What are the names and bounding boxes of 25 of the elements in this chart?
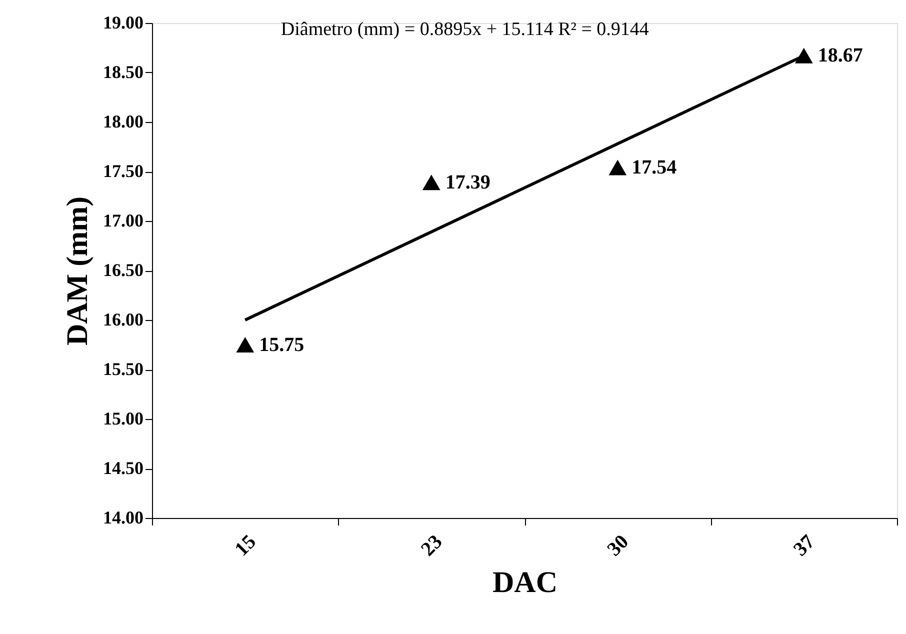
- y-tick-label: 17.50: [103, 161, 144, 181]
- data-label: 17.39: [445, 171, 490, 194]
- point: [608, 160, 627, 176]
- x-tick-label: 23: [417, 530, 447, 560]
- y-tick-label: 18.50: [103, 62, 144, 82]
- x-tick-label: 15: [230, 530, 260, 560]
- y-tick-label: 15.00: [103, 408, 144, 428]
- y-tick-label: 16.00: [103, 310, 144, 330]
- x-axis-title: DAC: [492, 566, 558, 599]
- y-axis-title: DAM (mm): [61, 196, 94, 346]
- y-tick-label: 14.50: [103, 458, 144, 478]
- y-tick-label: 18.00: [103, 112, 144, 132]
- y-tick-label: 17.00: [103, 210, 144, 230]
- annotation: Diâmetro (mm) = 0.8895x + 15.114 R² = 0.9144: [280, 19, 650, 40]
- x-tick-label: 37: [790, 530, 820, 560]
- x-tick-label: 30: [603, 530, 633, 560]
- data-label: 17.54: [632, 156, 677, 179]
- point: [236, 337, 254, 352]
- y-tick-label: 19.00: [103, 12, 144, 32]
- y-tick-label: 15.50: [103, 359, 144, 379]
- point: [422, 174, 440, 190]
- y-tick-label: 16.50: [103, 260, 144, 280]
- data-label: 15.75: [259, 334, 304, 356]
- data-label: 18.67: [818, 44, 863, 67]
- y-tick-label: 14.00: [103, 508, 144, 528]
